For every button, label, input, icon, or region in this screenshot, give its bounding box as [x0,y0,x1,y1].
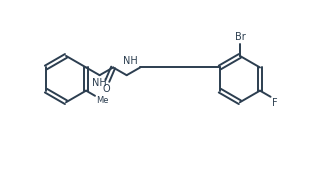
Text: Me: Me [96,96,109,106]
Text: NH: NH [123,56,137,65]
Text: F: F [272,98,278,108]
Text: NH: NH [92,78,107,88]
Text: O: O [103,84,110,94]
Text: Br: Br [234,32,245,42]
